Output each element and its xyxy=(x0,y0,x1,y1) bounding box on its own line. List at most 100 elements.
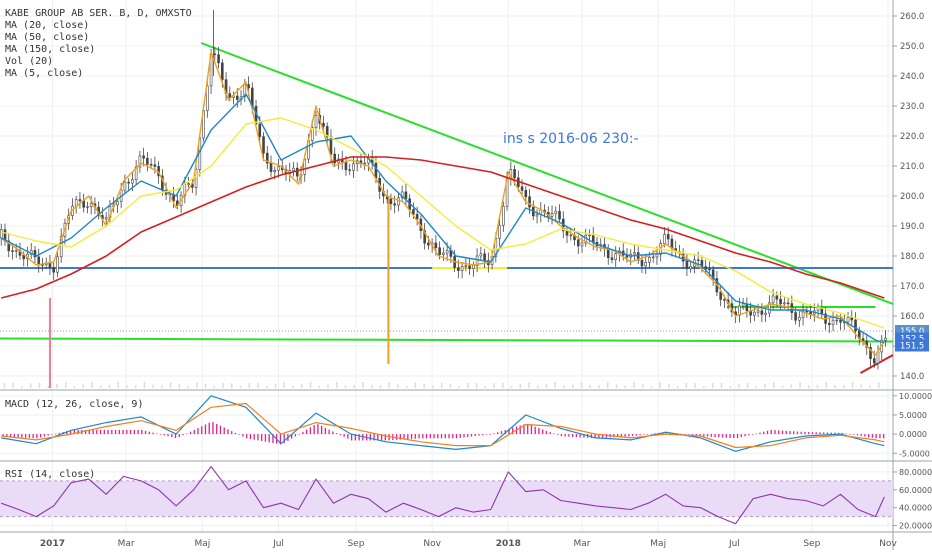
rsi-layer xyxy=(1,466,885,525)
candle-body xyxy=(295,167,299,177)
macd-histogram-bar xyxy=(354,434,357,441)
legend-ma20: MA (20, close) xyxy=(5,20,89,31)
candle-body xyxy=(633,252,636,255)
candle-body xyxy=(771,295,775,304)
candle-body xyxy=(445,250,449,254)
macd-histogram-bar xyxy=(126,429,128,435)
macd-histogram-bar xyxy=(467,434,469,437)
macd-histogram-bar xyxy=(425,434,428,439)
volume-bar xyxy=(825,382,828,388)
y-tick-label: 250.0 xyxy=(900,42,924,52)
macd-histogram-bar xyxy=(512,427,514,435)
volume-bar xyxy=(99,385,102,388)
candle-body xyxy=(854,319,857,332)
trendline-falling-resistance[interactable] xyxy=(200,42,894,305)
macd-histogram-bar xyxy=(440,434,443,439)
macd-histogram-bar xyxy=(527,424,529,435)
macd-histogram-bar xyxy=(699,434,701,437)
volume-bar xyxy=(703,385,705,388)
macd-label: MACD (12, 26, close, 9) xyxy=(5,399,143,410)
price-layer xyxy=(0,10,887,370)
candle-body xyxy=(352,163,355,171)
macd-histogram-bar xyxy=(328,429,330,435)
macd-histogram-bar xyxy=(114,429,117,435)
x-tick-label: Nov xyxy=(423,539,441,549)
x-tick-label: Mar xyxy=(118,539,135,549)
y-tick-label: 80.0000 xyxy=(899,468,932,477)
macd-line xyxy=(1,395,885,452)
candle-body xyxy=(262,136,265,154)
macd-histogram-bar xyxy=(703,434,705,437)
candle-body xyxy=(472,265,475,270)
volume-bar xyxy=(711,383,714,388)
macd-histogram-bar xyxy=(47,434,49,436)
macd-histogram-bar xyxy=(163,434,165,436)
candle-body xyxy=(801,310,805,318)
macd-histogram-bar xyxy=(122,429,124,435)
volume-bar xyxy=(878,382,880,388)
volume-bar xyxy=(598,385,600,388)
macd-histogram-bar xyxy=(21,434,23,438)
candle-body xyxy=(56,256,59,273)
volume-bar xyxy=(388,382,390,388)
candle-body xyxy=(146,157,149,165)
y-tick-label: 190.0 xyxy=(900,222,924,232)
macd-histogram-bar xyxy=(73,429,75,435)
macd-histogram-bar xyxy=(32,434,34,439)
candle-body xyxy=(550,213,554,217)
macd-histogram-bar xyxy=(193,429,195,435)
volume-bar xyxy=(248,383,251,388)
macd-histogram-bar xyxy=(279,434,282,445)
legend: KABE GROUP AB SER. B, D, OMXSTO MA (20, … xyxy=(5,8,192,79)
volume-bar xyxy=(755,385,758,388)
macd-histogram-bar xyxy=(264,434,267,442)
candle-body xyxy=(835,319,839,322)
legend-vol: Vol (20) xyxy=(5,56,53,67)
x-tick-label: 2017 xyxy=(40,539,65,549)
volume-bar xyxy=(475,382,478,388)
macd-histogram-bar xyxy=(433,434,435,439)
macd-histogram-bar xyxy=(579,434,581,438)
macd-histogram-bar xyxy=(560,434,563,437)
volume-bar xyxy=(38,382,41,388)
candle-body xyxy=(741,303,745,307)
macd-histogram-bar xyxy=(399,434,401,440)
trendline-uptrend-short[interactable] xyxy=(860,354,894,374)
candle-body xyxy=(831,319,835,325)
macd-histogram-bar xyxy=(51,434,53,435)
volume-bar xyxy=(64,382,67,388)
macd-histogram-bar xyxy=(485,434,488,435)
candle-body xyxy=(666,234,670,240)
candle-body xyxy=(794,312,797,321)
macd-histogram-bar xyxy=(654,433,656,435)
macd-histogram-bar xyxy=(879,434,881,439)
volume-bar xyxy=(56,383,58,388)
candle-body xyxy=(768,302,771,314)
candle-body xyxy=(389,198,393,205)
macd-histogram-bar xyxy=(6,434,8,437)
macd-histogram-bar xyxy=(459,434,461,438)
candle-body xyxy=(783,302,786,305)
trendline-lower-support[interactable] xyxy=(0,337,894,343)
candle-body xyxy=(221,62,224,80)
macd-histogram-bar xyxy=(17,434,19,438)
macd-histogram-bar xyxy=(508,428,510,435)
macd-histogram-bar xyxy=(853,434,855,435)
macd-histogram-bar xyxy=(129,429,132,435)
macd-histogram-bar xyxy=(740,434,742,438)
macd-histogram-bar xyxy=(257,434,259,441)
macd-histogram-bar xyxy=(845,433,847,435)
macd-histogram-bar xyxy=(871,434,874,438)
macd-histogram-bar xyxy=(84,429,87,435)
macd-histogram-bar xyxy=(568,434,570,437)
macd-histogram-bar xyxy=(721,434,724,438)
macd-histogram-bar xyxy=(684,434,686,435)
macd-histogram-bar xyxy=(227,429,229,435)
macd-histogram-bar xyxy=(523,424,525,435)
macd-histogram-bar xyxy=(242,434,244,437)
macd-histogram-bar xyxy=(725,434,727,438)
y-tick-label: 20.0000 xyxy=(899,522,932,531)
volume-bar xyxy=(257,382,259,388)
macd-histogram-bar xyxy=(69,430,72,435)
